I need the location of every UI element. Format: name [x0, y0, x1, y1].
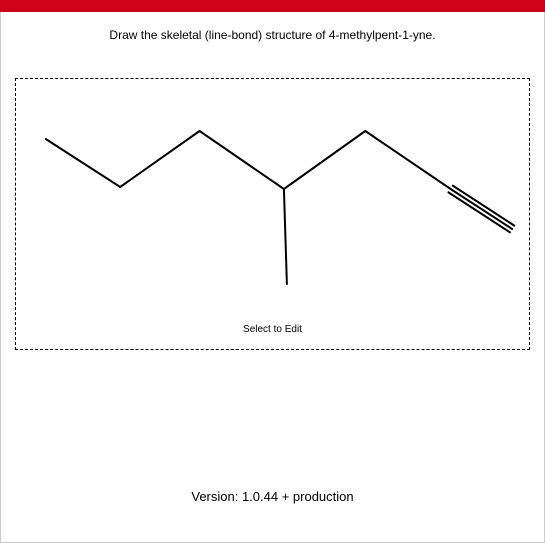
structure-draw-area[interactable]: Select to Edit	[15, 78, 530, 350]
question-prompt: Draw the skeletal (line-bond) structure …	[1, 12, 544, 50]
version-label: Version: 1.0.44 + production	[1, 489, 544, 504]
skeletal-structure-svg	[16, 79, 529, 309]
select-to-edit-hint: Select to Edit	[16, 324, 529, 335]
question-container: Draw the skeletal (line-bond) structure …	[0, 12, 545, 543]
accent-topbar	[0, 0, 545, 12]
